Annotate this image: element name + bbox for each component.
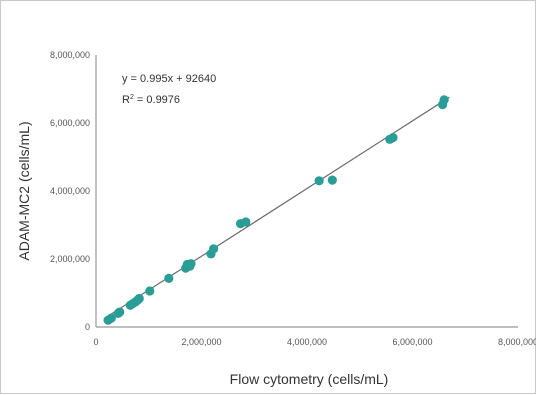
data-point bbox=[327, 175, 337, 185]
y-tick-label: 2,000,000 bbox=[50, 254, 90, 264]
data-point bbox=[106, 313, 116, 323]
x-tick-label: 4,000,000 bbox=[287, 337, 327, 347]
data-points bbox=[103, 95, 449, 325]
data-point bbox=[209, 244, 219, 254]
data-point bbox=[388, 133, 398, 143]
data-point bbox=[134, 293, 144, 304]
y-tick-label: 0 bbox=[85, 322, 90, 332]
x-tick-label: 2,000,000 bbox=[181, 337, 221, 347]
data-point bbox=[186, 259, 196, 269]
tick-labels: 0 2,000,000 4,000,000 6,000,000 8,000,000 0 2,… bbox=[50, 50, 536, 347]
data-point bbox=[439, 95, 449, 105]
trendline bbox=[103, 96, 450, 320]
y-tick-label: 4,000,000 bbox=[50, 186, 90, 196]
data-point bbox=[241, 217, 251, 227]
y-tick-label: 8,000,000 bbox=[50, 50, 90, 60]
y-tick-label: 6,000,000 bbox=[50, 118, 90, 128]
x-axis-title: Flow cytometry (cells/mL) bbox=[230, 371, 389, 387]
y-axis-title: ADAM-MC2 (cells/mL) bbox=[16, 121, 32, 260]
x-tick-label: 6,000,000 bbox=[392, 337, 432, 347]
data-point bbox=[115, 307, 125, 317]
data-point bbox=[164, 273, 174, 283]
axes bbox=[95, 55, 518, 328]
r-squared-label: R2 = 0.9976 bbox=[122, 94, 180, 106]
x-tick-label: 0 bbox=[93, 337, 98, 347]
x-tick-label: 8,000,000 bbox=[498, 337, 536, 347]
data-point bbox=[145, 286, 155, 296]
trendline-equation: y = 0.995x + 92640 bbox=[122, 73, 216, 85]
data-point bbox=[314, 176, 324, 186]
